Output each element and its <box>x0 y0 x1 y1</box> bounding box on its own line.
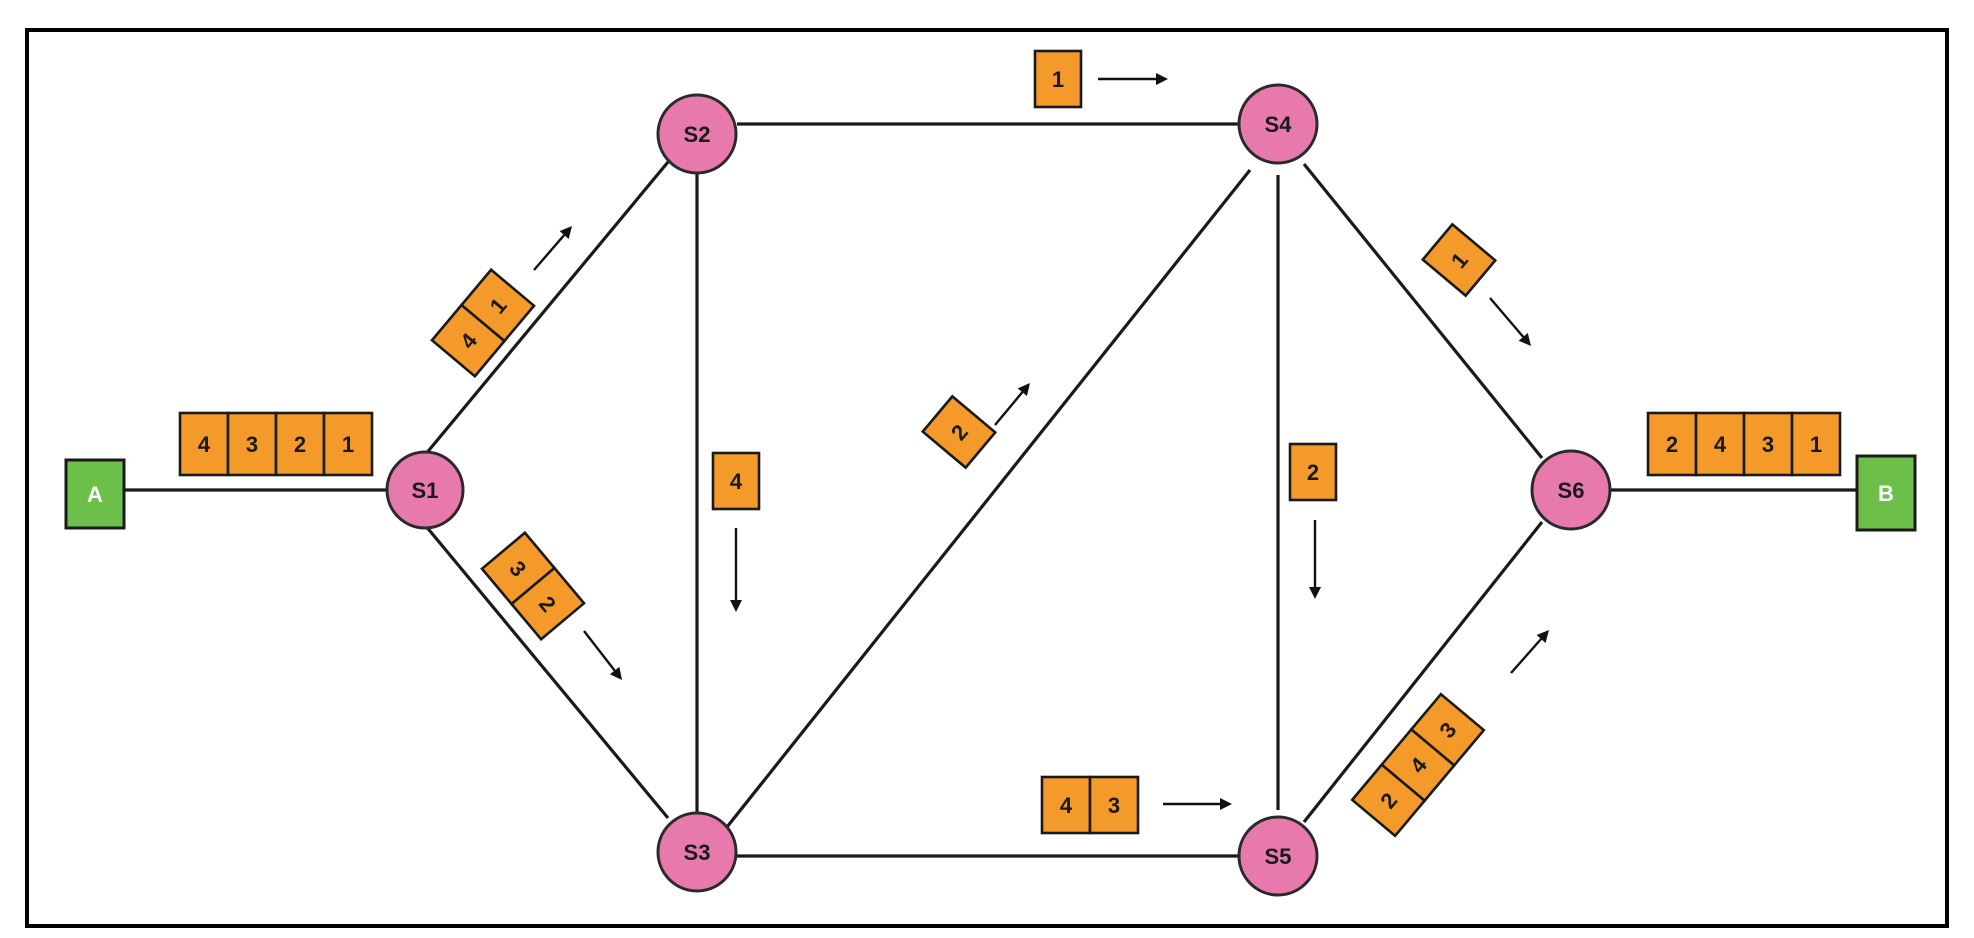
packet-group-s1-s3: 32 <box>480 530 586 642</box>
switch-s5-label: S5 <box>1265 844 1292 869</box>
links-layer <box>122 122 1858 858</box>
packet-number: 4 <box>198 432 211 457</box>
packet-number: 3 <box>1108 793 1120 818</box>
switch-s1-label: S1 <box>412 478 439 503</box>
packet-group-a-s1: 4 3 2 1 <box>178 411 374 477</box>
arrows-layer <box>533 73 1549 810</box>
packet-group-s3-s4: 2 <box>920 394 998 470</box>
packet-box: 1 <box>322 411 374 477</box>
switch-s2: S2 <box>656 93 738 175</box>
packet-number: 4 <box>730 469 743 494</box>
packet-number: 4 <box>1714 432 1727 457</box>
link-s5-s6 <box>1302 521 1544 823</box>
packet-number: 1 <box>1810 432 1822 457</box>
packet-box: 1 <box>1033 49 1083 109</box>
packet-box: 1 <box>1790 411 1842 477</box>
switch-s6: S6 <box>1530 449 1612 531</box>
arrow-s2-s4 <box>1098 73 1168 85</box>
endpoint-b: B <box>1855 454 1917 532</box>
endpoint-b-label: B <box>1878 481 1894 506</box>
packet-number: 2 <box>1307 460 1319 485</box>
packet-box: 3 <box>1742 411 1794 477</box>
arrow-s4-s5 <box>1309 520 1321 599</box>
link-s1-s3 <box>423 523 670 820</box>
arrow-s1-s2 <box>533 226 572 271</box>
arrow-s1-s3 <box>583 630 622 680</box>
packet-box: 4 <box>178 411 230 477</box>
packet-group-s2-s4: 1 <box>1033 49 1083 109</box>
packet-number: 4 <box>1060 793 1073 818</box>
switch-s4: S4 <box>1237 83 1319 165</box>
link-s4-s6 <box>1302 162 1544 460</box>
packet-box: 1 <box>459 267 536 343</box>
switch-s1: S1 <box>385 450 465 530</box>
packet-box: 4 <box>430 303 507 379</box>
switch-s4-label: S4 <box>1265 112 1293 137</box>
arrow-s4-s6 <box>1489 297 1531 346</box>
link-s1-s2 <box>423 160 670 457</box>
packet-box: 4 <box>1694 411 1746 477</box>
packet-group-s2-s3: 4 <box>711 451 761 511</box>
packet-box: 2 <box>1288 442 1338 502</box>
switch-s5: S5 <box>1237 815 1319 897</box>
arrow-s5-s6 <box>1510 630 1549 674</box>
link-s3-s4 <box>721 169 1252 833</box>
switch-s3: S3 <box>656 811 738 893</box>
endpoint-a: A <box>64 458 126 530</box>
arrow-s2-s3 <box>730 528 742 612</box>
packet-number: 3 <box>1762 432 1774 457</box>
packet-group-s6-b: 2 4 3 1 <box>1646 411 1842 477</box>
packet-box: 2 <box>509 566 586 642</box>
arrow-s3-s4 <box>994 383 1030 426</box>
packet-group-s4-s5: 2 <box>1288 442 1338 502</box>
packet-number: 3 <box>246 432 258 457</box>
packet-box: 2 <box>274 411 326 477</box>
arrow-s3-s5 <box>1163 798 1232 810</box>
packet-group-s1-s2: 41 <box>430 267 536 379</box>
switch-s3-label: S3 <box>684 840 711 865</box>
packet-number: 1 <box>342 432 354 457</box>
packet-box: 2 <box>1646 411 1698 477</box>
endpoint-a-label: A <box>87 482 103 507</box>
packet-box: 3 <box>1088 775 1140 835</box>
switch-s2-label: S2 <box>684 122 711 147</box>
packet-box: 1 <box>1420 222 1498 298</box>
packet-box: 4 <box>1040 775 1092 835</box>
packet-box: 4 <box>711 451 761 511</box>
diagram-frame <box>25 28 1949 928</box>
packet-box: 2 <box>920 394 998 470</box>
packet-group-s5-s6: 243 <box>1350 692 1486 838</box>
nodes-layer: A B S1 S2 S3 S4 <box>64 83 1917 897</box>
packet-box: 3 <box>1409 692 1486 768</box>
switch-s6-label: S6 <box>1558 478 1585 503</box>
packet-number: 2 <box>1666 432 1678 457</box>
packet-group-s4-s6: 1 <box>1420 222 1498 298</box>
packet-box: 3 <box>226 411 278 477</box>
packet-number: 1 <box>1052 67 1064 92</box>
packet-number: 2 <box>294 432 306 457</box>
